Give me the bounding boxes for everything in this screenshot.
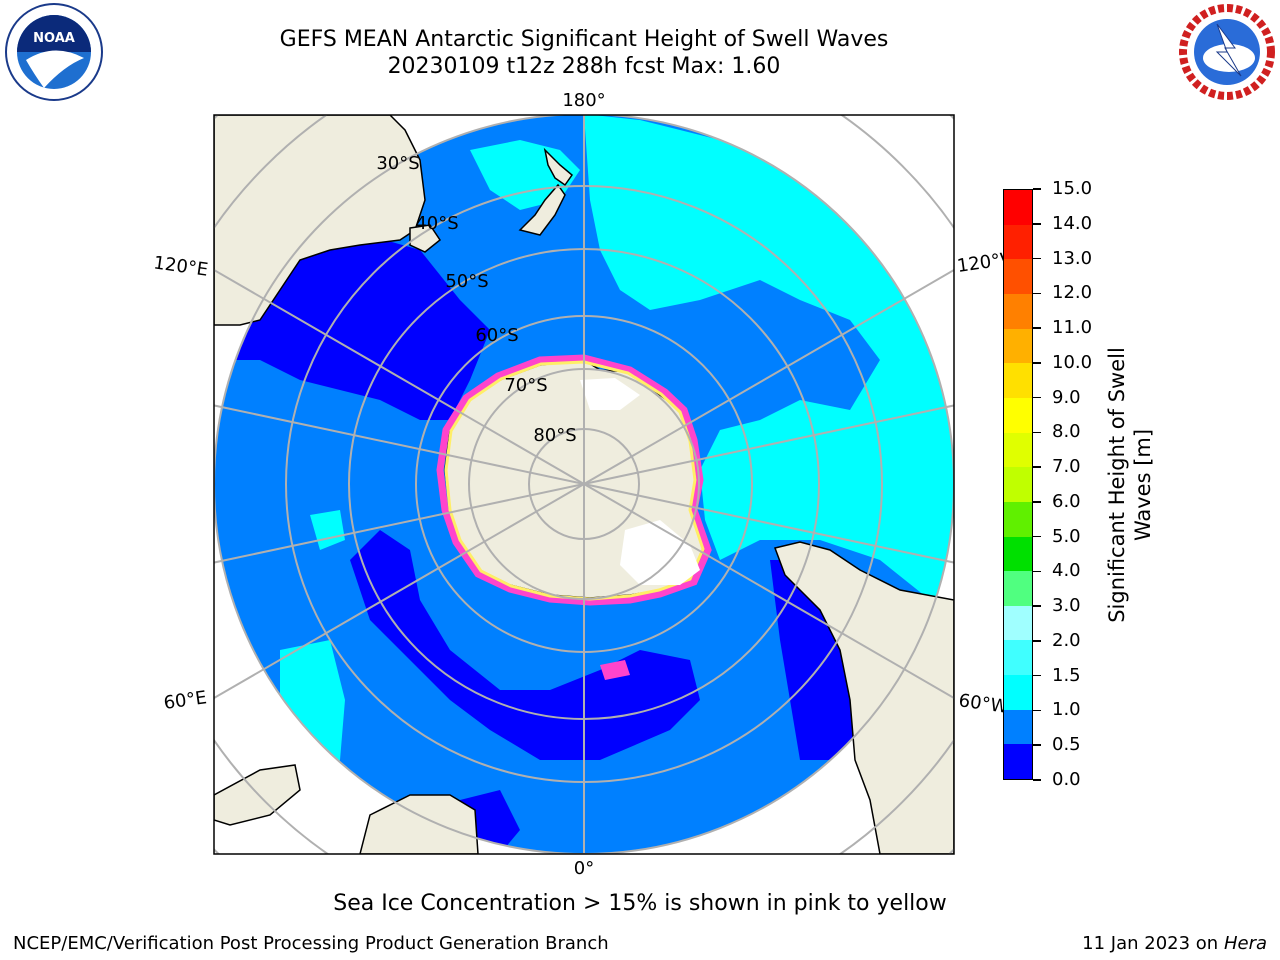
colorbar-tick-label: 1.5 <box>1052 664 1081 686</box>
colorbar-segment <box>1004 605 1032 641</box>
colorbar-segment <box>1004 744 1032 779</box>
lat-label-40s: 40°S <box>415 213 458 234</box>
colorbar-segment <box>1004 709 1032 745</box>
colorbar-segment <box>1004 467 1032 502</box>
colorbar-tick-label: 7.0 <box>1052 456 1081 478</box>
colorbar-tick-label: 12.0 <box>1052 282 1093 304</box>
colorbar-tick <box>1033 744 1041 746</box>
lon-label-60e: 60°E <box>162 687 208 714</box>
colorbar-segment <box>1004 432 1032 468</box>
colorbar-tick <box>1033 396 1041 399</box>
lat-label-60s: 60°S <box>475 325 518 346</box>
colorbar-title-line2: Waves [m] <box>1131 428 1155 542</box>
colorbar-tick <box>1033 431 1041 434</box>
colorbar-tick <box>1033 779 1041 781</box>
colorbar-segment <box>1004 675 1032 710</box>
colorbar-tick-label: 3.0 <box>1052 595 1081 617</box>
lat-label-30s: 30°S <box>376 153 419 174</box>
colorbar-tick-label: 5.0 <box>1052 525 1081 547</box>
colorbar <box>1003 189 1033 780</box>
chart-subtitle: 20230109 t12z 288h fcst Max: 1.60 <box>387 54 781 79</box>
band-0-0p5-west <box>214 230 490 420</box>
colorbar-tick <box>1033 605 1041 607</box>
colorbar-tick-label: 14.0 <box>1052 212 1093 234</box>
sea-ice-caption: Sea Ice Concentration > 15% is shown in … <box>333 891 947 916</box>
lat-label-70s: 70°S <box>504 375 547 396</box>
colorbar-tick-label: 9.0 <box>1052 386 1081 408</box>
lat-label-80s: 80°S <box>533 425 576 446</box>
colorbar-segment <box>1004 294 1032 329</box>
colorbar-segment <box>1004 190 1032 225</box>
nws-logo <box>1179 4 1275 100</box>
colorbar-tick-label: 2.0 <box>1052 629 1081 651</box>
lat-label-50s: 50°S <box>445 271 488 292</box>
colorbar-tick <box>1033 674 1041 677</box>
colorbar-tick-label: 0.5 <box>1052 734 1081 756</box>
land-new-zealand-south <box>518 183 566 236</box>
lon-label-0: 0° <box>574 858 594 879</box>
colorbar-tick <box>1033 501 1041 503</box>
colorbar-tick-label: 8.0 <box>1052 421 1081 443</box>
colorbar-tick-label: 10.0 <box>1052 351 1093 373</box>
colorbar-segment <box>1004 363 1032 398</box>
colorbar-tick-label: 13.0 <box>1052 247 1093 269</box>
land-africa <box>359 794 479 854</box>
colorbar-segment <box>1004 397 1032 433</box>
colorbar-tick <box>1033 257 1041 260</box>
lon-label-180: 180° <box>562 90 605 111</box>
footer-date: 11 Jan 2023 on Hera <box>1082 933 1267 954</box>
sea-ice-ross <box>580 378 640 410</box>
colorbar-tick <box>1033 709 1041 712</box>
colorbar-tick-label: 11.0 <box>1052 317 1093 339</box>
sea-ice-small-patch <box>600 660 630 680</box>
colorbar-segment <box>1004 224 1032 260</box>
colorbar-tick <box>1033 327 1041 329</box>
colorbar-segment <box>1004 536 1032 572</box>
land-australia <box>214 115 426 326</box>
lon-label-60w: 60°W <box>957 690 1009 718</box>
colorbar-tick <box>1033 535 1041 538</box>
colorbar-segment <box>1004 328 1032 364</box>
colorbar-segment <box>1004 501 1032 537</box>
colorbar-segment <box>1004 640 1032 676</box>
colorbar-segment <box>1004 259 1032 295</box>
footer-host: Hera <box>1223 933 1267 954</box>
colorbar-tick <box>1033 292 1041 295</box>
land-new-zealand-north <box>543 147 574 187</box>
map-frame <box>213 114 955 855</box>
colorbar-tick <box>1033 362 1041 364</box>
colorbar-title-line1: Significant Height of Swell <box>1105 347 1129 623</box>
colorbar-tick-label: 4.0 <box>1052 560 1081 582</box>
colorbar-tick-label: 1.0 <box>1052 699 1081 721</box>
colorbar-segment <box>1004 571 1032 606</box>
noaa-logo: NOAA <box>5 3 103 101</box>
colorbar-tick <box>1033 570 1041 573</box>
colorbar-title: Significant Height of Swell Waves [m] <box>1104 347 1156 623</box>
colorbar-tick-label: 15.0 <box>1052 178 1093 199</box>
land-madagascar <box>214 764 301 826</box>
colorbar-tick <box>1033 223 1041 225</box>
colorbar-tick-label: 0.0 <box>1052 769 1081 790</box>
band-0-0p5-south <box>350 530 700 760</box>
lon-label-120e: 120°E <box>152 252 209 280</box>
chart-title: GEFS MEAN Antarctic Significant Height o… <box>279 27 889 52</box>
noaa-logo-text: NOAA <box>33 31 75 46</box>
colorbar-tick <box>1033 188 1041 190</box>
colorbar-tick-label: 6.0 <box>1052 490 1081 512</box>
sea-ice-weddell <box>620 520 700 585</box>
colorbar-tick <box>1033 640 1041 642</box>
footer-credit: NCEP/EMC/Verification Post Processing Pr… <box>13 933 609 954</box>
graticule <box>214 115 954 854</box>
footer-date-text: 11 Jan 2023 on <box>1082 933 1224 954</box>
colorbar-tick <box>1033 466 1041 468</box>
